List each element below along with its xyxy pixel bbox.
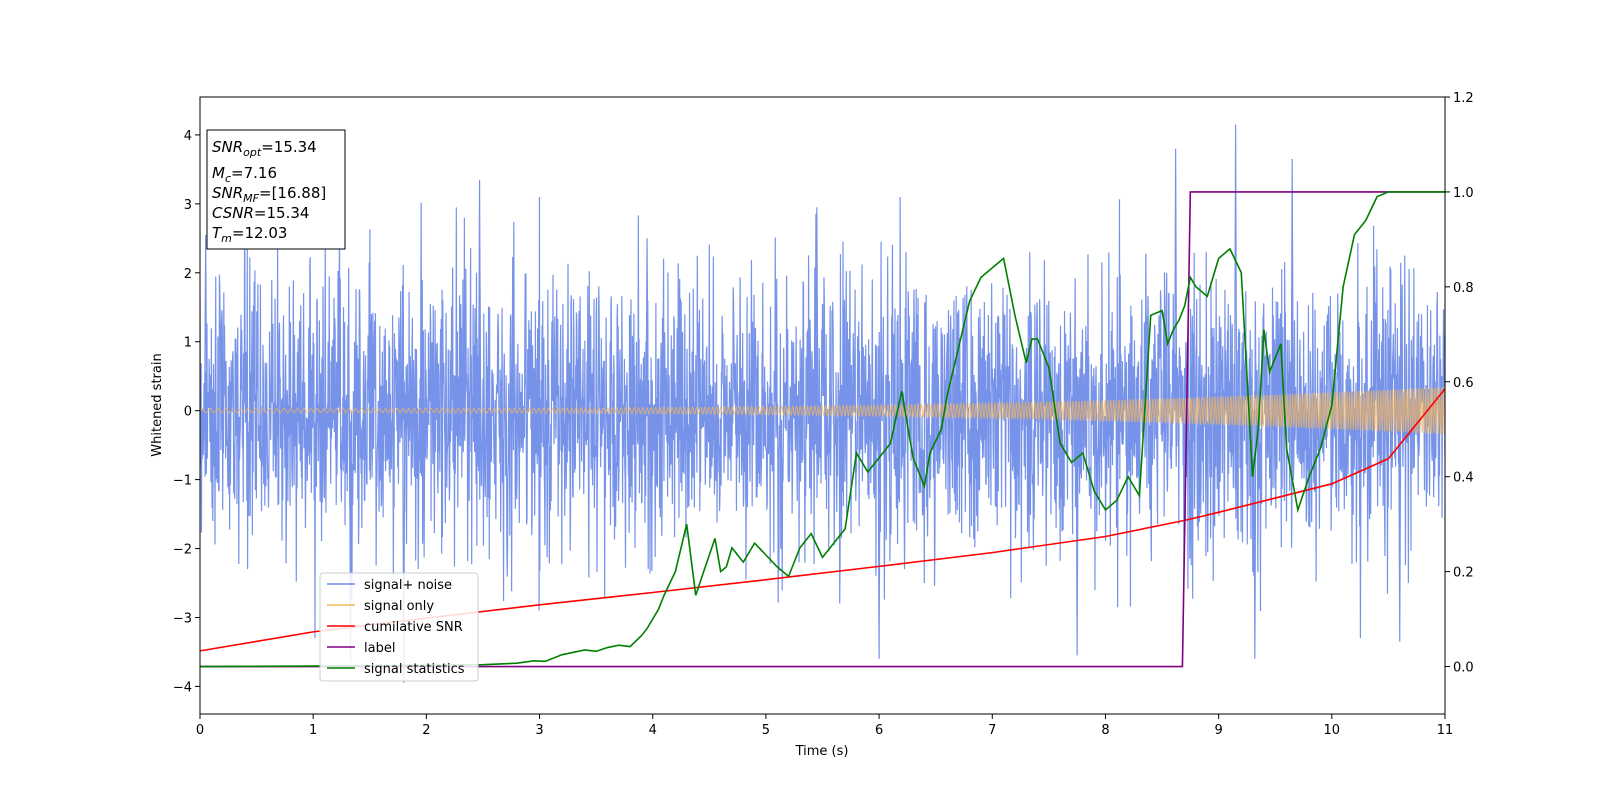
x-axis-label: Time (s) bbox=[795, 744, 849, 759]
info-tm: Tm=12.03 bbox=[212, 224, 287, 245]
x-tick-label: 6 bbox=[875, 723, 883, 738]
legend-label-signal-noise: signal+ noise bbox=[364, 578, 452, 593]
info-mc: Mc=7.16 bbox=[212, 164, 277, 185]
info-box: SNRopt=15.34 Mc=7.16 SNRMF=[16.88] CSNR=… bbox=[206, 129, 346, 250]
info-snr-mf: SNRMF=[16.88] bbox=[212, 184, 326, 205]
y-left-tick-label: −1 bbox=[173, 474, 192, 489]
info-csnr: CSNR=15.34 bbox=[212, 204, 309, 222]
legend-label-cumilative-snr: cumilative SNR bbox=[364, 620, 463, 635]
y-left-tick-label: 1 bbox=[184, 336, 192, 351]
signal-only-series bbox=[200, 386, 1445, 435]
x-tick-label: 8 bbox=[1101, 723, 1109, 738]
x-tick-label: 11 bbox=[1437, 723, 1454, 738]
y-left-tick-label: −3 bbox=[173, 611, 192, 626]
axes-frame bbox=[199, 96, 1446, 715]
y-right-tick-label: 0.2 bbox=[1453, 566, 1474, 581]
x-axis: 0 1 2 3 4 5 6 7 8 9 10 11 bbox=[196, 714, 1453, 738]
y-right-tick-label: 0.0 bbox=[1453, 661, 1474, 676]
legend: signal+ noise signal only cumilative SNR… bbox=[319, 572, 479, 682]
series-layer bbox=[200, 124, 1445, 683]
signal-statistics-series bbox=[200, 191, 1445, 668]
x-tick-label: 9 bbox=[1214, 723, 1222, 738]
x-tick-label: 7 bbox=[988, 723, 996, 738]
y-axis-right: 0.0 0.2 0.4 0.6 0.8 1.0 1.2 bbox=[1445, 91, 1474, 676]
y-left-tick-label: 3 bbox=[184, 198, 192, 213]
y-left-tick-label: −4 bbox=[173, 680, 192, 695]
y-left-tick-label: 4 bbox=[184, 129, 192, 144]
y-right-tick-label: 0.8 bbox=[1453, 281, 1474, 296]
info-box-frame bbox=[206, 129, 346, 250]
x-tick-label: 2 bbox=[422, 723, 430, 738]
y-axis-label: Whitened strain bbox=[150, 353, 165, 456]
y-right-tick-label: 1.0 bbox=[1453, 186, 1474, 201]
y-axis-left: −4 −3 −2 −1 0 1 2 3 4 bbox=[173, 129, 200, 695]
x-tick-label: 4 bbox=[649, 723, 657, 738]
x-tick-label: 0 bbox=[196, 723, 204, 738]
signal-noise-series bbox=[200, 124, 1445, 683]
x-tick-label: 1 bbox=[309, 723, 317, 738]
y-left-tick-label: −2 bbox=[173, 543, 192, 558]
label-series bbox=[200, 191, 1445, 668]
legend-frame bbox=[319, 572, 479, 682]
x-tick-label: 3 bbox=[535, 723, 543, 738]
y-right-tick-label: 0.6 bbox=[1453, 376, 1474, 391]
y-left-tick-label: 2 bbox=[184, 267, 192, 282]
y-right-tick-label: 1.2 bbox=[1453, 91, 1474, 106]
x-tick-label: 10 bbox=[1324, 723, 1341, 738]
legend-label-signal-only: signal only bbox=[364, 599, 434, 614]
legend-label-signal-statistics: signal statistics bbox=[364, 662, 465, 677]
y-left-tick-label: 0 bbox=[184, 405, 192, 420]
y-right-tick-label: 0.4 bbox=[1453, 471, 1474, 486]
info-snr-opt: SNRopt=15.34 bbox=[212, 138, 317, 159]
x-tick-label: 5 bbox=[762, 723, 770, 738]
legend-label-label: label bbox=[364, 641, 395, 656]
